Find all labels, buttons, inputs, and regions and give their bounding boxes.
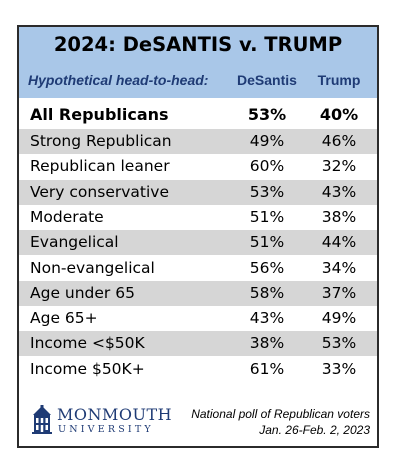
poll-source-note: National poll of Republican voters (191, 407, 370, 421)
table-row: Evangelical 51% 44% (19, 230, 377, 256)
table-row: Income <$50K 38% 53% (19, 331, 377, 357)
desantis-value: 51% (249, 233, 285, 252)
table-row: Age under 65 58% 37% (19, 280, 377, 306)
monmouth-hall-icon (32, 405, 52, 434)
trump-value: 34% (321, 258, 357, 277)
desantis-value: 53% (249, 182, 285, 201)
trump-value: 44% (321, 233, 357, 252)
row-label: Strong Republican (30, 132, 172, 150)
desantis-value: 61% (249, 359, 285, 378)
row-label: Republican leaner (30, 157, 170, 176)
trump-value: 38% (321, 207, 357, 226)
column-header-trump: Trump (317, 72, 361, 88)
table-row: Moderate 51% 38% (19, 205, 377, 230)
poll-date-note: Jan. 26-Feb. 2, 2023 (259, 423, 370, 437)
logo-name: MONMOUTH (57, 405, 173, 424)
table-row: Non-evangelical 56% 34% (19, 256, 377, 281)
row-label: Very conservative (30, 182, 169, 201)
trump-value: 46% (321, 132, 357, 150)
trump-value: 53% (321, 334, 357, 353)
table-row: Income $50K+ 61% 33% (19, 357, 377, 382)
row-label: Income <$50K (30, 334, 145, 353)
desantis-value: 60% (249, 157, 285, 176)
row-label: Age 65+ (30, 309, 98, 328)
row-label: Moderate (30, 207, 104, 226)
table-header: 2024: DeSANTIS v. TRUMP Hypothetical hea… (19, 27, 377, 98)
desantis-value: 51% (249, 207, 285, 226)
row-label: Income $50K+ (30, 359, 145, 378)
table-row: All Republicans 53% 40% (19, 102, 377, 127)
trump-value: 33% (321, 359, 357, 378)
desantis-value: 58% (249, 283, 285, 302)
row-label: Age under 65 (30, 283, 135, 302)
row-label: Non-evangelical (30, 258, 155, 277)
desantis-value: 49% (249, 132, 285, 150)
trump-value: 32% (321, 157, 357, 176)
poll-table-card: 2024: DeSANTIS v. TRUMP Hypothetical hea… (17, 25, 379, 448)
monmouth-logo: MONMOUTH UNIVERSITY (31, 403, 181, 441)
row-label: Evangelical (30, 233, 119, 252)
table-row: Republican leaner 60% 32% (19, 154, 377, 179)
logo-subtitle: UNIVERSITY (58, 424, 154, 435)
trump-value: 40% (319, 105, 359, 124)
desantis-value: 43% (249, 309, 285, 328)
table-title: 2024: DeSANTIS v. TRUMP (53, 33, 343, 56)
table-row: Age 65+ 43% 49% (19, 306, 377, 331)
trump-value: 49% (321, 309, 357, 328)
trump-value: 37% (321, 283, 357, 302)
table-row: Strong Republican 49% 46% (19, 129, 377, 154)
desantis-value: 56% (249, 258, 285, 277)
column-header-desantis: DeSantis (237, 72, 297, 88)
table-row: Very conservative 53% 43% (19, 179, 377, 205)
row-label: All Republicans (30, 105, 169, 124)
column-header-label: Hypothetical head-to-head: (28, 72, 209, 88)
trump-value: 43% (321, 182, 357, 201)
desantis-value: 38% (249, 334, 285, 353)
desantis-value: 53% (247, 105, 287, 124)
